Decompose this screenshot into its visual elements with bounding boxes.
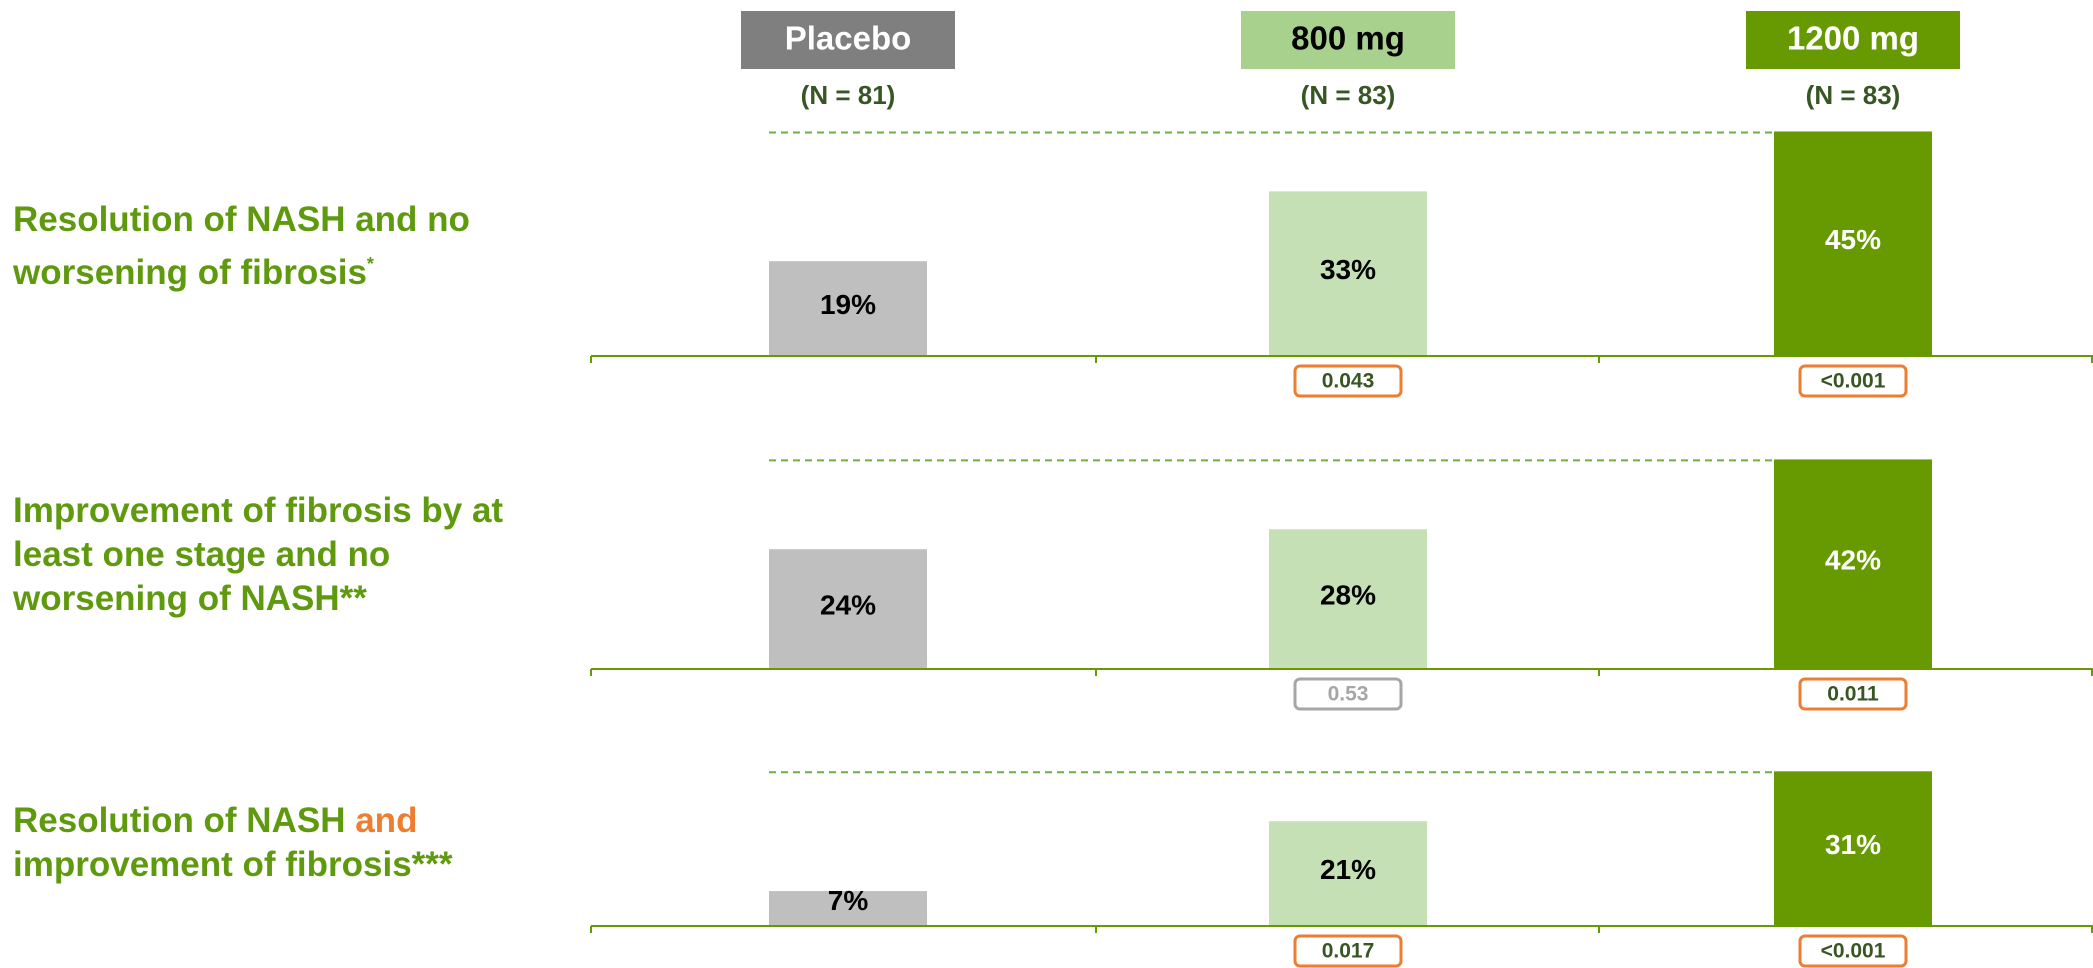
p-value-box [1798, 677, 1908, 711]
title-part: improvement of fibrosis*** [13, 845, 453, 884]
p-value: <0.001 [1821, 370, 1886, 393]
value-label: 45% [1825, 224, 1881, 255]
group-label: 1200 mg [1787, 20, 1919, 57]
bar [769, 549, 927, 668]
value-label: 28% [1320, 580, 1376, 611]
row-title: Resolution of NASH and no worsening of f… [13, 198, 561, 295]
value-label: 33% [1320, 254, 1376, 285]
p-value: 0.53 [1328, 683, 1369, 706]
bar [769, 891, 927, 925]
title-part: Resolution of NASH and no worsening of f… [13, 200, 470, 292]
bar [1774, 459, 1932, 668]
p-value-box [1798, 364, 1908, 398]
p-value-box [1293, 934, 1403, 968]
group-n: (N = 81) [801, 80, 896, 110]
bar [1774, 131, 1932, 355]
title-part: Resolution of NASH [13, 801, 356, 840]
row-title: Resolution of NASH and improvement of fi… [13, 799, 561, 887]
value-label: 21% [1320, 854, 1376, 885]
value-label: 42% [1825, 545, 1881, 576]
value-label: 7% [828, 885, 869, 916]
value-label: 19% [820, 289, 876, 320]
p-value: <0.001 [1821, 940, 1886, 963]
p-value-box [1798, 934, 1908, 968]
group-label: Placebo [785, 20, 912, 57]
group-header [1241, 11, 1455, 69]
bar [1269, 821, 1427, 925]
group-header [1746, 11, 1960, 69]
bar [1269, 191, 1427, 355]
group-n: (N = 83) [1301, 80, 1396, 110]
value-label: 24% [820, 590, 876, 621]
p-value: 0.017 [1322, 940, 1375, 963]
value-label: 31% [1825, 829, 1881, 860]
p-value: 0.043 [1322, 370, 1375, 393]
group-n: (N = 83) [1806, 80, 1901, 110]
group-label: 800 mg [1291, 20, 1405, 57]
row-title: Improvement of fibrosis by at least one … [13, 489, 561, 621]
p-value: 0.011 [1827, 683, 1879, 706]
p-value-box [1293, 364, 1403, 398]
title-part: and [355, 801, 418, 840]
title-part: Improvement of fibrosis by at least one … [13, 491, 504, 618]
bar [1269, 529, 1427, 668]
group-header [741, 11, 955, 69]
p-value-box [1293, 677, 1403, 711]
bar [769, 261, 927, 355]
bar [1774, 771, 1932, 925]
title-part: * [366, 254, 374, 274]
